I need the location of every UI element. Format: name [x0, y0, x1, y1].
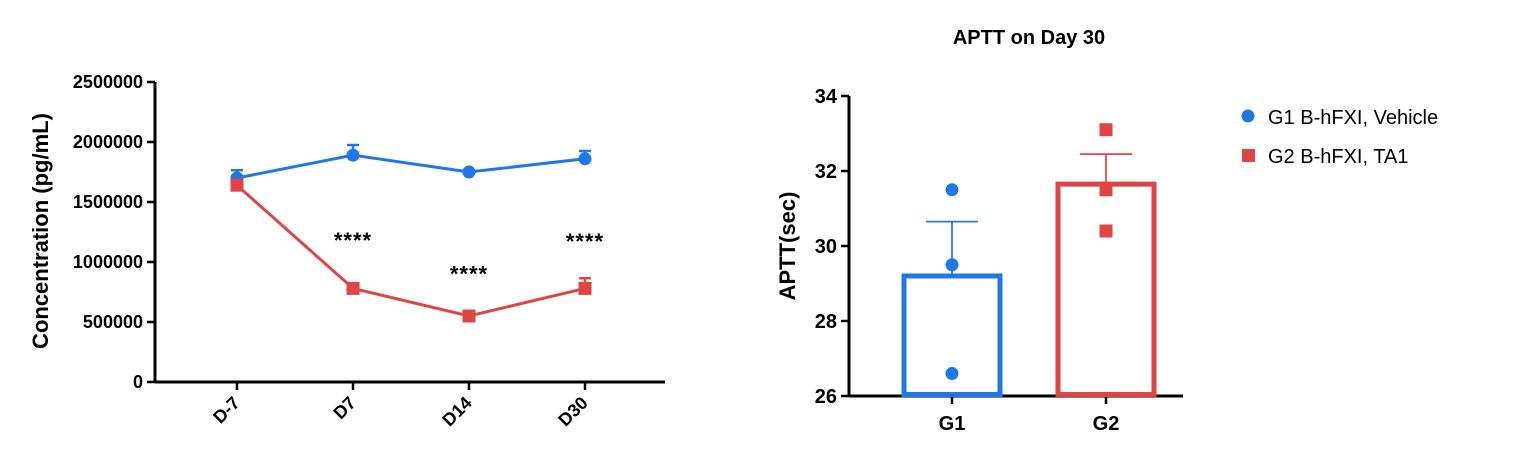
- left-x-tick-label: D14: [438, 393, 475, 430]
- data-point-circle: [346, 148, 360, 162]
- left-chart-annotations: **** **** ****: [334, 228, 604, 287]
- bar-point-circle: [945, 367, 959, 380]
- series-line-g1: [236, 153, 586, 180]
- left-chart-series: [230, 143, 592, 323]
- data-point-square: [578, 281, 592, 295]
- left-x-tick-label: D-7: [209, 393, 244, 428]
- significance-marker: ****: [334, 228, 372, 253]
- bar-point-circle: [945, 183, 959, 197]
- left-y-tick-label: 1500000: [73, 192, 143, 212]
- right-y-axis-label: APTT(sec): [775, 192, 800, 301]
- right-y-tick-label: 30: [815, 236, 837, 258]
- legend-label: G2 B-hFXI, TA1: [1268, 146, 1408, 168]
- bar-g1: [901, 273, 1003, 397]
- right-chart-title: APTT on Day 30: [953, 27, 1105, 49]
- data-point-square: [346, 281, 360, 295]
- legend-item-g1: G1 B-hFXI, Vehicle: [1241, 107, 1438, 129]
- right-y-tick-label: 32: [815, 161, 837, 183]
- legend-marker-circle: [1241, 109, 1255, 123]
- right-y-tick-label: 34: [815, 86, 838, 108]
- significance-marker: ****: [566, 229, 604, 254]
- data-point-circle: [578, 152, 592, 166]
- bar-g2: [1055, 181, 1157, 397]
- concentration-line-chart: 0 500000 1000000 1500000 2000000 2500000 D-7 D7…: [28, 72, 665, 430]
- data-point-square: [230, 178, 244, 192]
- right-y-tick-label: 28: [815, 311, 837, 333]
- left-y-tick-label: 0: [133, 372, 143, 392]
- legend-label: G1 B-hFXI, Vehicle: [1268, 107, 1438, 129]
- legend-item-g2: G2 B-hFXI, TA1: [1242, 146, 1408, 168]
- left-x-tick-label: D30: [554, 393, 591, 430]
- legend: G1 B-hFXI, Vehicle G2 B-hFXI, TA1: [1241, 107, 1438, 168]
- legend-marker-square: [1242, 149, 1255, 162]
- left-y-tick-label: 2000000: [73, 132, 143, 152]
- bar-point-square: [1099, 224, 1113, 238]
- series-line-g2: [236, 184, 586, 318]
- bar-point-square: [1099, 183, 1113, 197]
- right-y-tick-label: 26: [815, 386, 837, 408]
- aptt-bar-chart: APTT on Day 30 26 28 30 32 34 G1 G2 APTT(sec): [775, 27, 1183, 435]
- right-x-tick-label: G1: [939, 413, 966, 435]
- bar-point-square: [1099, 123, 1113, 137]
- right-x-tick-label: G2: [1093, 413, 1120, 435]
- significance-marker: ****: [450, 262, 488, 287]
- left-y-tick-label: 500000: [83, 312, 143, 332]
- right-chart-bars: [901, 123, 1157, 397]
- data-point-square: [462, 309, 476, 323]
- bar-point-circle: [945, 258, 959, 272]
- left-x-tick-label: D7: [329, 393, 359, 423]
- left-y-tick-label: 2500000: [73, 72, 143, 92]
- left-y-tick-label: 1000000: [73, 252, 143, 272]
- left-y-axis-label: Concentration (pg/mL): [28, 113, 53, 349]
- data-point-circle: [462, 165, 476, 179]
